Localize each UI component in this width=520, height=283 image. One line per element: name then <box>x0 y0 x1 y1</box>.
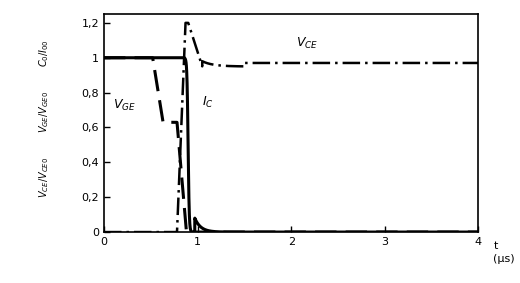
Text: $V_{GE}/V_{GE0}$: $V_{GE}/V_{GE0}$ <box>37 91 51 133</box>
Text: $I_C$: $I_C$ <box>202 95 214 110</box>
Text: $V_{CE}/V_{CE0}$: $V_{CE}/V_{CE0}$ <box>37 157 51 198</box>
Text: (μs): (μs) <box>493 254 515 264</box>
Text: $V_{GE}$: $V_{GE}$ <box>113 98 136 113</box>
Text: $C_0/I_{00}$: $C_0/I_{00}$ <box>37 39 51 67</box>
Text: $V_{CE}$: $V_{CE}$ <box>296 36 318 51</box>
Text: t: t <box>493 241 498 251</box>
